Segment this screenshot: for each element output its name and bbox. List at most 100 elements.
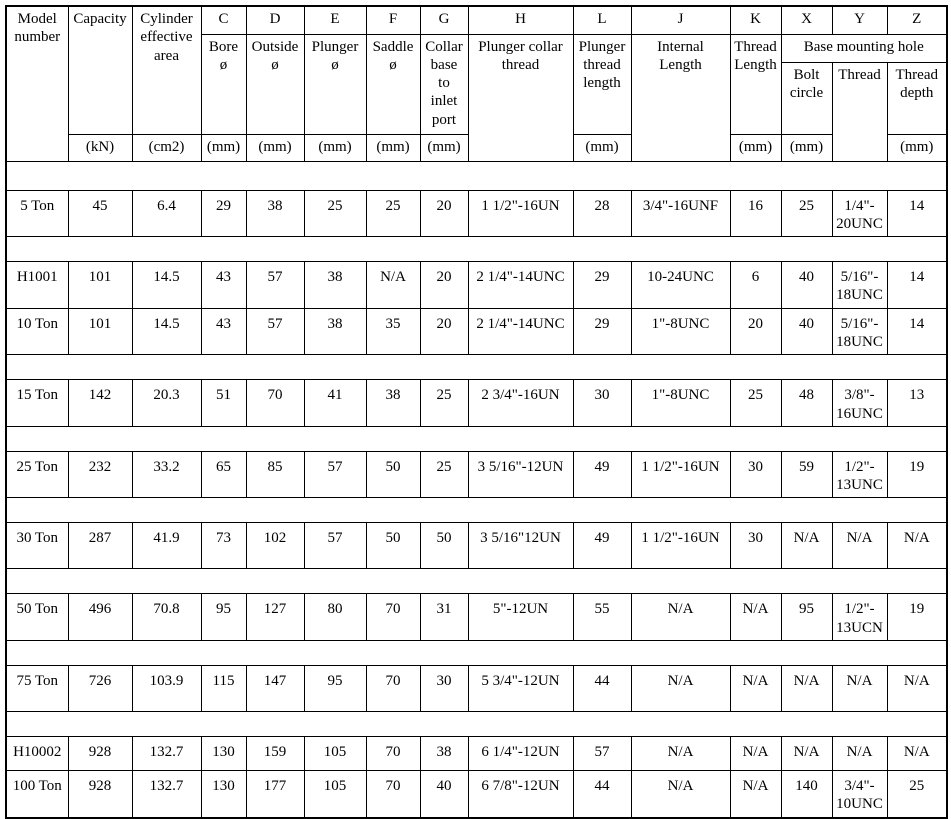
table-row: H1001 101 14.5 43 57 38 N/A 20 2 1/4"-14UNC 29 10-…	[5, 261, 948, 309]
cell-j: 10-24UNC	[630, 261, 731, 309]
cell-l: 44	[572, 665, 632, 713]
header-letter-l: L	[572, 5, 632, 35]
cell-y: 5/16"- 18UNC	[831, 261, 888, 309]
cell-l: 55	[572, 593, 632, 642]
table-header: Model number Capacity Cylinder effective…	[5, 5, 948, 162]
header-thread-depth: Thread depth	[886, 61, 948, 135]
header-model-number: Model number	[5, 5, 69, 162]
cell-g: 20	[419, 307, 469, 356]
cell-model: 5 Ton	[5, 189, 69, 238]
cell-z: 19	[886, 593, 948, 642]
unit-k: (mm)	[729, 133, 782, 162]
cell-model: 75 Ton	[5, 665, 69, 713]
cell-f: 50	[365, 450, 421, 499]
cell-y: 1/2"- 13UNC	[831, 450, 888, 499]
cell-k: 30	[729, 450, 782, 499]
cell-z: 14	[886, 307, 948, 356]
cell-k: 6	[729, 261, 782, 309]
spacer-row	[5, 160, 948, 191]
cell-model: 15 Ton	[5, 379, 69, 427]
cell-capacity: 101	[67, 307, 133, 356]
unit-z: (mm)	[886, 133, 948, 162]
cell-capacity: 928	[67, 736, 133, 772]
cell-e: 38	[303, 261, 367, 309]
cell-z: N/A	[886, 665, 948, 713]
table-row: 75 Ton 726 103.9 115 147 95 70 30 5 3/4"-12UN 44 N…	[5, 665, 948, 713]
cell-d: 147	[245, 665, 305, 713]
cell-l: 29	[572, 307, 632, 356]
cell-c: 65	[200, 450, 247, 499]
header-desc-saddle: Saddle ø	[365, 33, 421, 135]
cell-z: 14	[886, 261, 948, 309]
cell-model: 25 Ton	[5, 450, 69, 499]
cell-e: 80	[303, 593, 367, 642]
table-row: 25 Ton 232 33.2 65 85 57 50 25 3 5/16"-12UN 49 1 1…	[5, 450, 948, 499]
cell-z: 25	[886, 770, 948, 819]
header-mounting-sub-row: Bolt circle Thread Thread depth	[6, 61, 948, 162]
cell-f: 50	[365, 522, 421, 570]
cell-h: 3 5/16"-12UN	[467, 450, 574, 499]
cell-l: 49	[572, 522, 632, 570]
cell-area: 70.8	[131, 593, 202, 642]
cell-g: 30	[419, 665, 469, 713]
cell-l: 49	[572, 450, 632, 499]
cell-y: N/A	[831, 736, 888, 772]
cell-z: N/A	[886, 736, 948, 772]
cell-f: 38	[365, 379, 421, 427]
cell-k: 30	[729, 522, 782, 570]
spacer-row	[5, 497, 948, 524]
header-desc-outside: Outside ø	[245, 33, 305, 135]
table-row: 5 Ton 45 6.4 29 38 25 25 20 1 1/2"-16UN 28 3/4"-16…	[5, 189, 948, 238]
cell-x: N/A	[780, 665, 833, 713]
cell-f: 35	[365, 307, 421, 356]
cell-h: 6 1/4"-12UN	[467, 736, 574, 772]
spacer-cell	[5, 236, 948, 263]
header-letter-f: F	[365, 5, 421, 35]
unit-d: (mm)	[245, 133, 305, 162]
cell-y: N/A	[831, 665, 888, 713]
header-letter-h: H	[467, 5, 574, 35]
cell-y: 1/2"- 13UCN	[831, 593, 888, 642]
cell-c: 130	[200, 736, 247, 772]
cell-e: 25	[303, 189, 367, 238]
cell-z: 19	[886, 450, 948, 499]
cell-x: 59	[780, 450, 833, 499]
cell-h: 5 3/4"-12UN	[467, 665, 574, 713]
cell-l: 29	[572, 261, 632, 309]
cell-model: 30 Ton	[5, 522, 69, 570]
spacer-cell	[5, 640, 948, 667]
cell-l: 57	[572, 736, 632, 772]
cell-h: 2 1/4"-14UNC	[467, 261, 574, 309]
cell-c: 115	[200, 665, 247, 713]
cell-model: 100 Ton	[5, 770, 69, 819]
cell-y: N/A	[831, 522, 888, 570]
cell-j: 3/4"-16UNF	[630, 189, 731, 238]
cell-z: 13	[886, 379, 948, 427]
cell-d: 70	[245, 379, 305, 427]
unit-e: (mm)	[303, 133, 367, 162]
cell-l: 28	[572, 189, 632, 238]
cell-f: 70	[365, 770, 421, 819]
header-capacity: Capacity	[67, 5, 133, 135]
unit-g: (mm)	[419, 133, 469, 162]
cell-g: 38	[419, 736, 469, 772]
cell-e: 41	[303, 379, 367, 427]
cell-k: N/A	[729, 593, 782, 642]
cell-x: N/A	[780, 522, 833, 570]
cell-capacity: 142	[67, 379, 133, 427]
cell-model: H1001	[5, 261, 69, 309]
cell-model: H10002	[5, 736, 69, 772]
cell-d: 85	[245, 450, 305, 499]
cell-area: 14.5	[131, 307, 202, 356]
cell-x: 140	[780, 770, 833, 819]
cell-y: 3/4"- 10UNC	[831, 770, 888, 819]
cell-x: N/A	[780, 736, 833, 772]
cell-area: 33.2	[131, 450, 202, 499]
cell-capacity: 101	[67, 261, 133, 309]
header-desc-row: Bore ø Outside ø Plunger ø Saddle ø Coll…	[6, 33, 948, 162]
cell-c: 95	[200, 593, 247, 642]
header-letter-d: D	[245, 5, 305, 35]
cell-area: 103.9	[131, 665, 202, 713]
cylinder-spec-table: Model number Capacity Cylinder effective…	[5, 5, 948, 819]
